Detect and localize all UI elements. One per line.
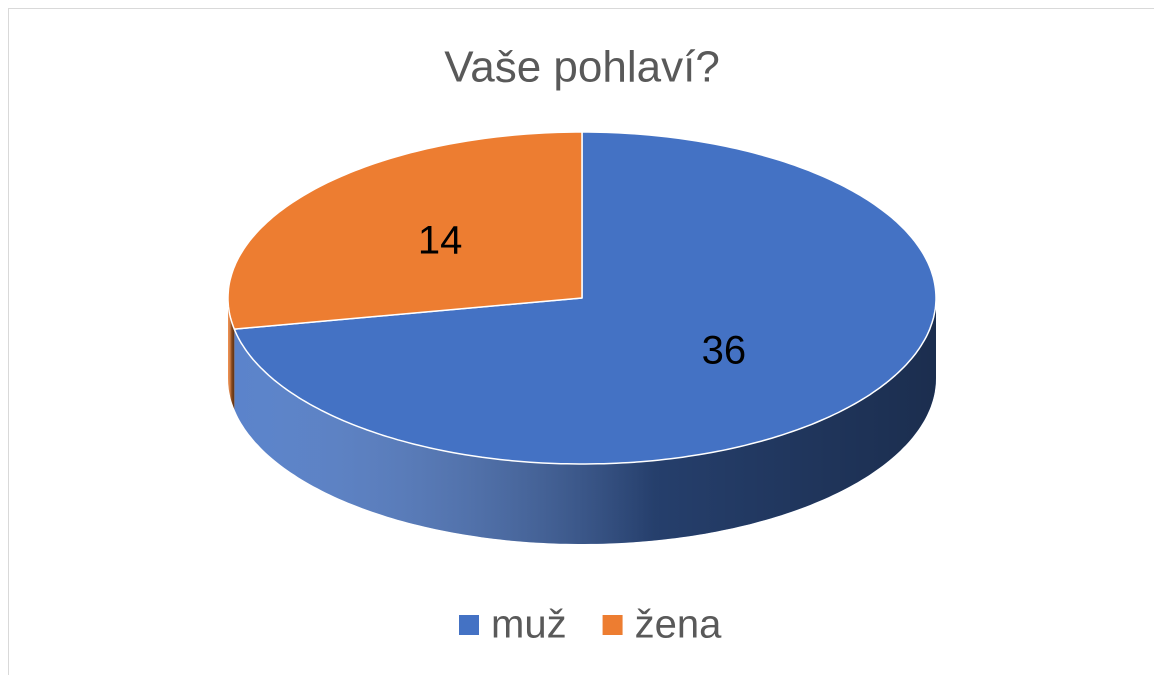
data-label: 36 — [702, 329, 747, 373]
pie-slice — [227, 131, 583, 330]
pie-side-shade — [234, 298, 937, 544]
data-label: 14 — [418, 219, 463, 263]
legend-swatch — [602, 615, 623, 635]
legend: muž žena — [459, 603, 722, 647]
pie-slice — [233, 131, 937, 465]
legend-label: žena — [635, 603, 722, 647]
pie: 36 14 — [227, 131, 937, 544]
legend-swatch — [459, 615, 479, 635]
legend-label: muž — [491, 603, 567, 647]
chart-title: Vaše pohlaví? — [444, 43, 720, 92]
